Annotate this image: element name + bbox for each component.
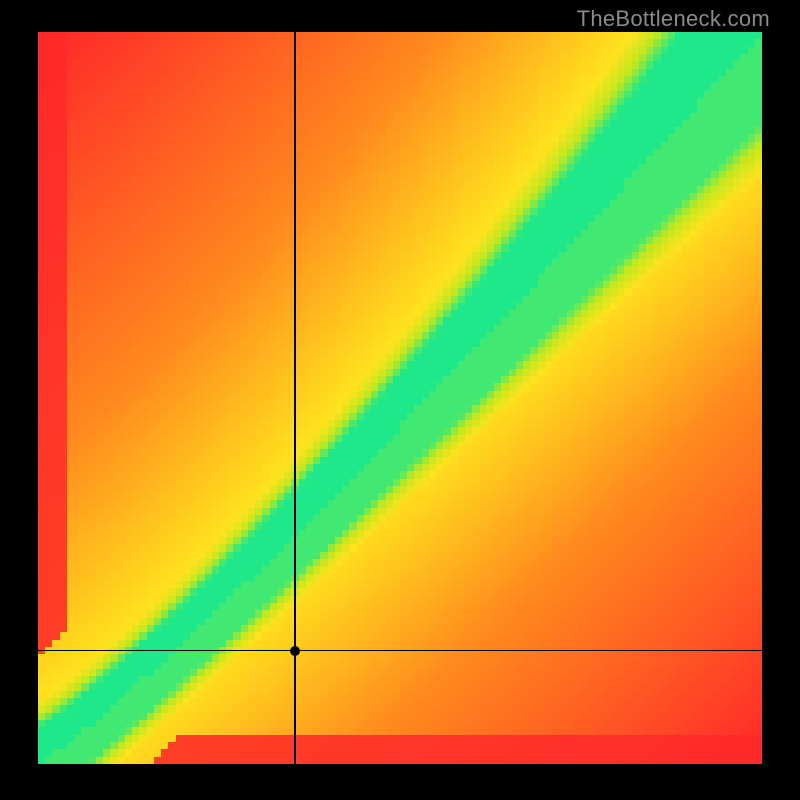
crosshair-horizontal (38, 650, 762, 652)
watermark-text: TheBottleneck.com (577, 6, 770, 32)
heatmap-plot (38, 32, 762, 764)
crosshair-marker (290, 646, 300, 656)
heatmap-canvas (38, 32, 762, 764)
